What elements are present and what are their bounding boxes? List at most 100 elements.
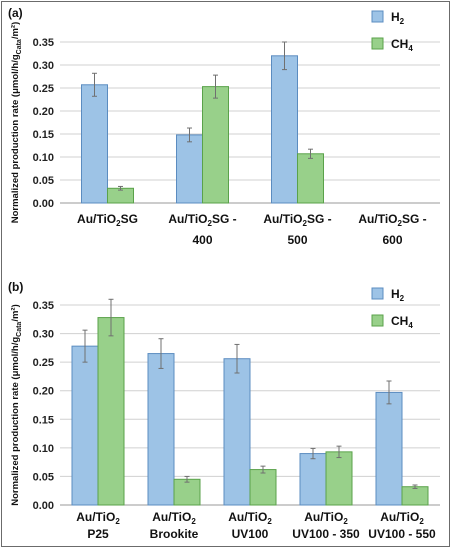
y-tick-label: 0.10 [33,443,54,455]
y-axis-label-sub: Cata [16,322,23,337]
x-category-label: Au/TiO2SG - [168,212,236,228]
y-tick-label: 0.30 [33,60,54,72]
y-tick-label: 0.05 [33,175,54,187]
legend-label-main: H [391,10,400,24]
legend-label-ch4: CH4 [391,37,413,53]
y-tick-label: 0.20 [33,106,54,118]
y-tick-label: 0.05 [33,471,54,483]
x-category-label-line2: UV100 - 550 [368,527,436,541]
y-axis-label-main: Normalized production rate (μmol/h/g [10,337,21,506]
x-category-label-main: Au/TiO [263,212,302,226]
bar-ch4 [249,469,277,506]
legend-label-sub: 4 [408,321,413,330]
legend-swatch-h2 [371,287,384,300]
chart-panel-a: (a) 0.00 0.05 0.10 0.15 0.20 0.25 0.30 0.35 Norma… [8,6,440,247]
y-tick-label: 0.15 [33,414,54,426]
bar-ch4 [202,86,229,204]
bar-ch4 [173,478,201,506]
bar-h2 [176,134,203,204]
panel-label: (a) [8,6,23,20]
x-category-label-main: Au/TiO [380,510,419,524]
x-category-label-sub: 2 [208,219,213,228]
y-tick-label: 0.15 [33,129,54,141]
bar-ch4 [325,451,353,506]
bar-h2 [71,345,99,506]
x-category-label-line2: UV100 [232,527,269,541]
x-category-label-line2: P25 [87,527,109,541]
x-category-label-sub: 2 [419,517,424,526]
x-category-label: Au/TiO2 [380,510,424,526]
bar-h2 [271,55,298,204]
legend-label-sub: 2 [400,17,405,26]
x-category-label-tail: SG - [307,212,332,226]
x-category-label-sub: 2 [267,517,272,526]
x-category-label: Au/TiO2 [152,510,196,526]
x-category-label-line2: Brookite [150,527,199,541]
x-category-label-sub: 2 [343,517,348,526]
y-tick-label: 0.25 [33,83,54,95]
x-category-label-main: Au/TiO [168,212,207,226]
x-category-label-sub: 2 [191,517,196,526]
bar-h2 [375,391,403,506]
y-axis-label-sub: Cata [16,39,23,54]
y-tick-label: 0.00 [33,198,54,210]
y-tick-label: 0.30 [33,329,54,341]
x-category-label-line2: UV100 - 350 [292,527,360,541]
legend-label-h2: H2 [391,287,405,303]
legend-label-h2: H2 [391,10,405,26]
bar-ch4 [401,486,429,506]
x-category-label-tail: SG - [212,212,237,226]
y-axis-label-main: Normalized production rate (μmol/h/g [10,54,21,223]
y-tick-label: 0.00 [33,500,54,512]
x-category-label-line2: 400 [192,233,212,247]
y-axis-label: Normalized production rate (μmol/h/gCata… [10,304,23,506]
y-tick-label: 0.35 [33,300,54,312]
x-category-label: Au/TiO2 [304,510,348,526]
y-tick-label: 0.10 [33,152,54,164]
x-category-label: Au/TiO2SG [77,212,138,228]
bar-h2 [81,84,108,204]
legend-label-ch4: CH4 [391,314,413,330]
x-category-label-main: Au/TiO [152,510,191,524]
bar-h2 [299,453,327,506]
bar-ch4 [97,317,125,506]
x-category-label-tail: SG - [402,212,427,226]
x-category-label-sub: 2 [398,219,403,228]
legend-swatch-ch4 [371,314,384,327]
x-category-label: Au/TiO2 [76,510,120,526]
x-category-label: Au/TiO2SG - [263,212,331,228]
panel-label: (b) [8,280,23,294]
x-category-label-line2: 500 [287,233,307,247]
x-category-label-tail: SG [121,212,138,226]
legend-label-main: CH [391,37,408,51]
bar-h2 [223,358,251,506]
legend-label-sub: 2 [400,294,405,303]
x-category-label-main: Au/TiO [76,510,115,524]
y-tick-label: 0.35 [33,37,54,49]
y-axis-label: Normalized production rate (μmol/h/gCata… [10,22,23,224]
legend-swatch-ch4 [371,37,384,50]
y-axis-label-tail: /m²) [10,304,21,321]
x-category-label-main: Au/TiO [228,510,267,524]
x-category-label-main: Au/TiO [77,212,116,226]
bar-h2 [147,353,175,506]
x-category-label-main: Au/TiO [304,510,343,524]
x-category-label-sub: 2 [116,219,121,228]
legend-label-main: H [391,287,400,301]
legend-label-sub: 4 [408,44,413,53]
x-category-label-main: Au/TiO [358,212,397,226]
bar-ch4 [297,153,324,204]
legend-swatch-h2 [371,10,384,23]
chart-panel-b: (b) 0.00 0.05 0.10 0.15 0.20 0.25 0.30 0.35 Norma… [8,280,440,541]
x-category-label: Au/TiO2SG - [358,212,426,228]
x-category-label-sub: 2 [115,517,120,526]
y-tick-label: 0.20 [33,386,54,398]
y-axis-label-tail: /m²) [10,22,21,39]
y-tick-label: 0.25 [33,357,54,369]
x-category-label: Au/TiO2 [228,510,272,526]
x-category-label-sub: 2 [303,219,308,228]
legend-label-main: CH [391,314,408,328]
x-category-label-line2: 600 [382,233,402,247]
